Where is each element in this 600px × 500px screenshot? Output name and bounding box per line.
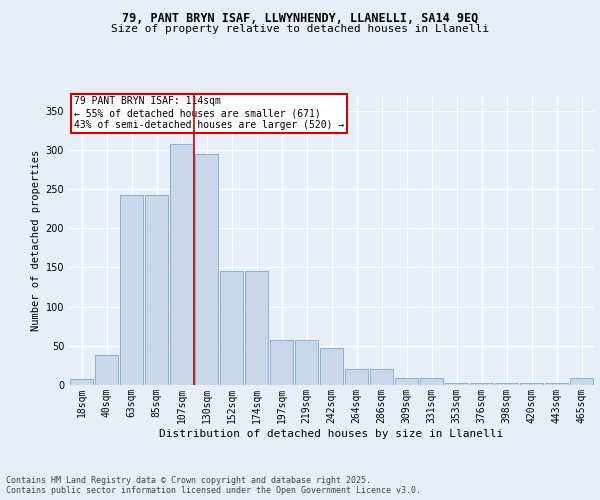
Bar — [370, 370, 393, 385]
Bar — [245, 272, 268, 385]
Bar — [395, 378, 418, 385]
Bar — [145, 194, 168, 385]
Bar — [70, 378, 93, 385]
Text: 79 PANT BRYN ISAF: 114sqm
← 55% of detached houses are smaller (671)
43% of semi: 79 PANT BRYN ISAF: 114sqm ← 55% of detac… — [74, 96, 344, 130]
Bar — [520, 384, 543, 385]
Bar — [120, 194, 143, 385]
X-axis label: Distribution of detached houses by size in Llanelli: Distribution of detached houses by size … — [160, 428, 503, 438]
Bar — [495, 384, 518, 385]
Bar — [170, 144, 193, 385]
Bar — [470, 382, 493, 385]
Bar — [570, 378, 593, 385]
Bar — [295, 340, 318, 385]
Bar — [445, 382, 468, 385]
Bar — [420, 378, 443, 385]
Text: Size of property relative to detached houses in Llanelli: Size of property relative to detached ho… — [111, 24, 489, 34]
Text: Contains HM Land Registry data © Crown copyright and database right 2025.
Contai: Contains HM Land Registry data © Crown c… — [6, 476, 421, 495]
Bar — [545, 384, 568, 385]
Bar — [220, 272, 243, 385]
Bar — [270, 340, 293, 385]
Bar — [95, 355, 118, 385]
Bar — [345, 370, 368, 385]
Bar — [320, 348, 343, 385]
Y-axis label: Number of detached properties: Number of detached properties — [31, 150, 41, 330]
Bar — [195, 154, 218, 385]
Text: 79, PANT BRYN ISAF, LLWYNHENDY, LLANELLI, SA14 9EQ: 79, PANT BRYN ISAF, LLWYNHENDY, LLANELLI… — [122, 12, 478, 26]
